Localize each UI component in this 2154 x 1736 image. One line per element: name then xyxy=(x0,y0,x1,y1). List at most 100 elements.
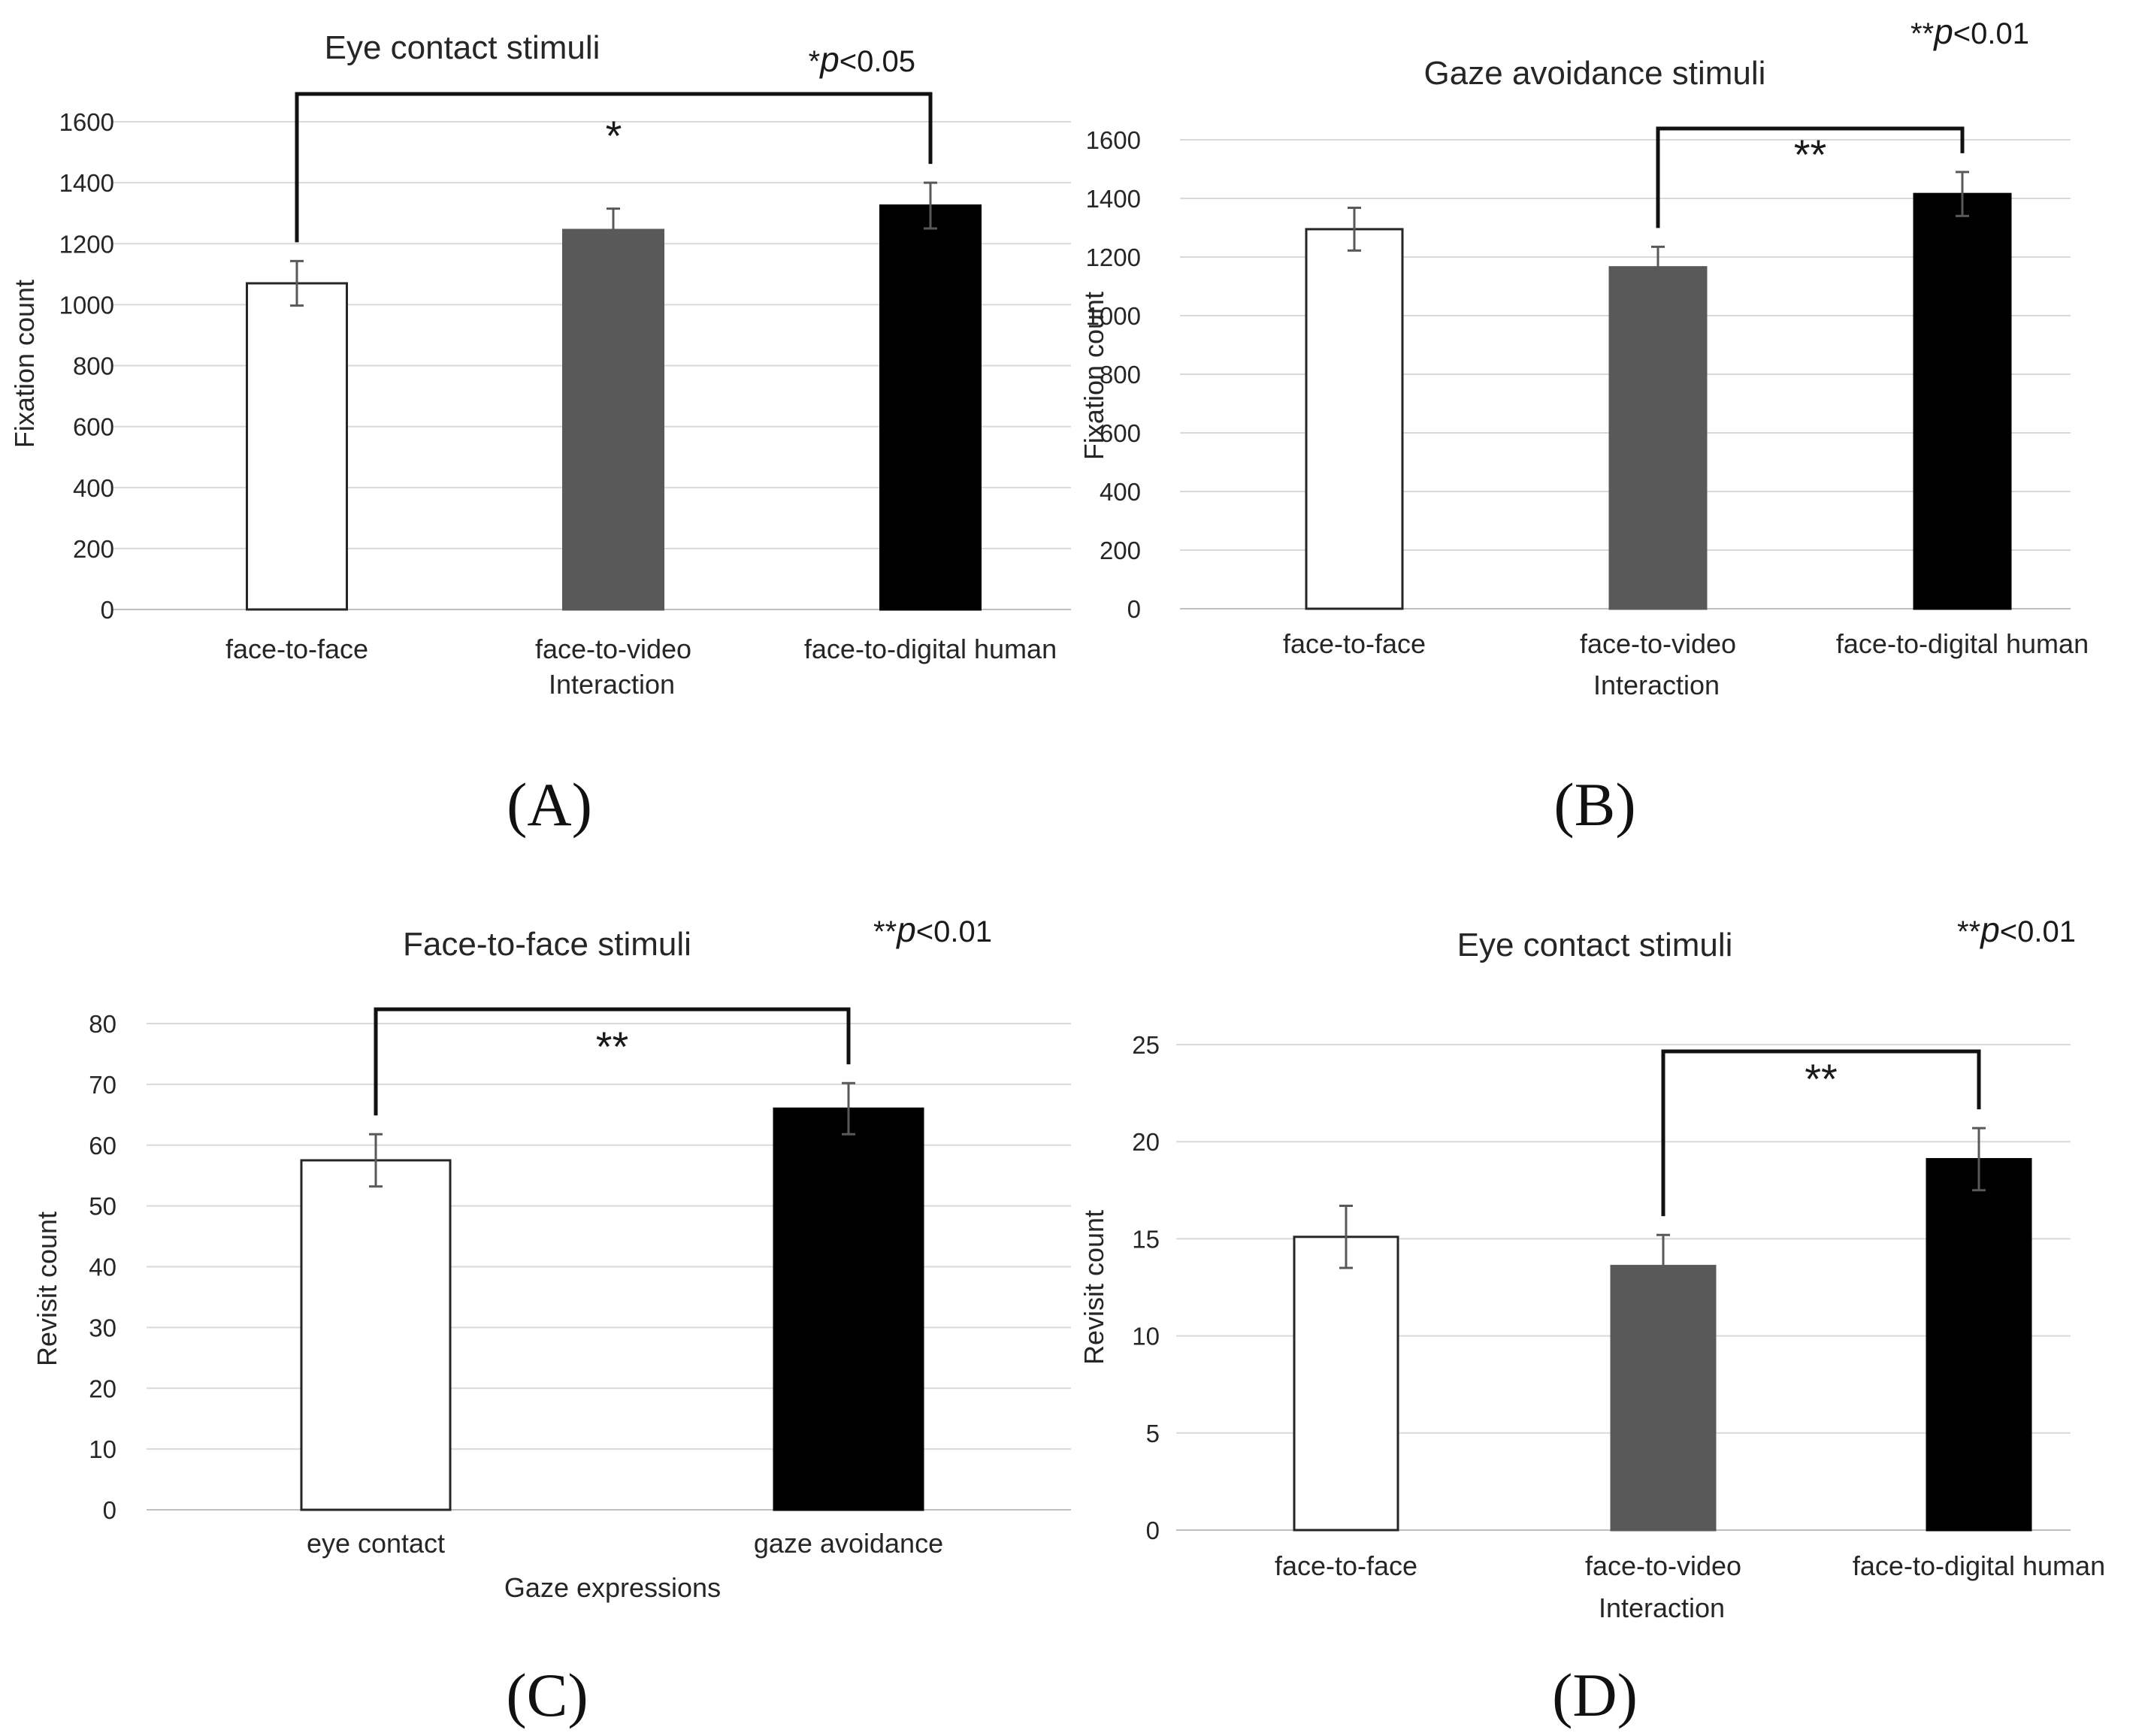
panel-label: (D) xyxy=(1552,1661,1638,1729)
y-tick-label: 10 xyxy=(1132,1323,1160,1350)
y-tick-label: 25 xyxy=(1132,1031,1160,1059)
y-tick-label: 50 xyxy=(89,1193,116,1220)
y-tick-label: 1000 xyxy=(59,291,114,319)
significance-bracket xyxy=(1656,126,1965,228)
y-tick-label: 1400 xyxy=(1086,185,1141,213)
bar xyxy=(1610,1265,1717,1532)
chart-panel: 0 200 400 600 800 1000 1200 1400 1600 face-to-fac… xyxy=(9,29,1071,839)
y-tick-label: 0 xyxy=(1146,1517,1160,1544)
x-category-label: face-to-digital human xyxy=(804,634,1057,664)
bar xyxy=(562,228,664,611)
chart-panel: 0 5 10 15 20 25 face-to-face face-to-video face-… xyxy=(1079,910,2105,1729)
chart-title: Face-to-face stimuli xyxy=(403,926,691,963)
y-tick-label: 15 xyxy=(1132,1225,1160,1253)
y-tick-label: 40 xyxy=(89,1254,116,1281)
x-category-label: face-to-face xyxy=(1283,628,1426,659)
p-symbol: p xyxy=(1979,910,2000,949)
x-category-label: face-to-video xyxy=(535,634,691,664)
chart-title: Eye contact stimuli xyxy=(1457,927,1733,963)
panel-label: (B) xyxy=(1553,770,1635,839)
y-tick-label: 600 xyxy=(1100,419,1141,447)
y-tick-label: 0 xyxy=(101,596,114,624)
significance-stars-label: ** xyxy=(1794,131,1827,178)
significance-stars: * xyxy=(809,45,821,78)
significance-stars-label: ** xyxy=(1805,1055,1838,1102)
significance-note: **p<0.01 xyxy=(873,910,992,949)
significance-bracket xyxy=(374,1007,851,1116)
x-category-label: face-to-video xyxy=(1585,1550,1741,1581)
y-tick-label: 80 xyxy=(89,1010,116,1038)
y-tick-label: 800 xyxy=(1100,361,1141,389)
significance-stars: ** xyxy=(1910,17,1934,50)
y-tick-label: 1200 xyxy=(1086,243,1141,271)
panel-label: (C) xyxy=(506,1661,588,1729)
x-axis-title: Gaze expressions xyxy=(504,1572,721,1603)
bar xyxy=(1926,1157,2032,1532)
significance-note: **p<0.01 xyxy=(1910,12,2029,51)
significance-note: **p<0.01 xyxy=(1957,910,2076,949)
significance-stars: ** xyxy=(873,915,897,948)
chart-panel: 0 200 400 600 800 1000 1200 1400 1600 face-to-fac… xyxy=(1079,12,2089,839)
y-axis-title: Fixation count xyxy=(9,280,40,448)
y-tick-label: 5 xyxy=(1146,1420,1160,1447)
x-category-label: gaze avoidance xyxy=(754,1528,943,1559)
y-axis-title: Fixation count xyxy=(1079,292,1109,460)
x-category-label: face-to-video xyxy=(1580,628,1736,659)
y-tick-label: 400 xyxy=(1100,478,1141,506)
x-axis-title: Interaction xyxy=(549,669,675,700)
y-axis-title: Revisit count xyxy=(32,1211,62,1366)
bar xyxy=(773,1107,924,1511)
panel-label: (A) xyxy=(507,770,592,839)
significance-stars-label: * xyxy=(606,112,622,159)
bar xyxy=(300,1159,452,1511)
x-axis-title: Interaction xyxy=(1599,1592,1725,1623)
p-symbol: p xyxy=(1932,12,1953,51)
significance-bracket xyxy=(295,92,933,243)
x-category-label: face-to-digital human xyxy=(1836,628,2089,659)
y-tick-label: 0 xyxy=(1127,595,1141,623)
x-category-label: face-to-face xyxy=(1275,1550,1417,1581)
bar xyxy=(1293,1235,1399,1532)
y-tick-label: 200 xyxy=(1100,537,1141,564)
p-threshold: <0.01 xyxy=(2000,915,2076,948)
p-threshold: <0.05 xyxy=(840,45,915,78)
y-axis-title: Revisit count xyxy=(1079,1210,1109,1365)
y-tick-label: 60 xyxy=(89,1132,116,1160)
bar xyxy=(1913,192,2012,610)
x-category-label: face-to-digital human xyxy=(1853,1550,2105,1581)
significance-note: *p<0.05 xyxy=(809,40,915,79)
y-tick-label: 400 xyxy=(73,474,114,502)
y-tick-label: 10 xyxy=(89,1435,116,1463)
y-tick-label: 1000 xyxy=(1086,302,1141,330)
y-tick-label: 30 xyxy=(89,1314,116,1341)
y-tick-label: 600 xyxy=(73,413,114,441)
bar xyxy=(246,282,348,611)
y-tick-label: 70 xyxy=(89,1071,116,1099)
y-tick-label: 800 xyxy=(73,352,114,380)
y-tick-label: 200 xyxy=(73,535,114,563)
bar xyxy=(1608,266,1708,610)
x-axis-title: Interaction xyxy=(1593,670,1720,700)
chart-title: Gaze avoidance stimuli xyxy=(1424,55,1766,92)
bar xyxy=(1305,228,1404,610)
chart-panel: 0 10 20 30 40 50 60 70 80 eye contact gaze avoidan… xyxy=(32,910,1071,1729)
y-tick-label: 1200 xyxy=(59,230,114,258)
significance-stars: ** xyxy=(1957,915,1980,948)
y-tick-label: 20 xyxy=(1132,1128,1160,1156)
bar xyxy=(879,204,982,611)
y-tick-label: 1600 xyxy=(1086,126,1141,154)
y-tick-label: 1600 xyxy=(59,108,114,136)
y-tick-label: 0 xyxy=(103,1496,116,1524)
significance-stars-label: ** xyxy=(596,1023,629,1070)
y-tick-label: 20 xyxy=(89,1375,116,1402)
chart-title: Eye contact stimuli xyxy=(325,29,601,66)
p-symbol: p xyxy=(895,910,916,949)
x-category-label: face-to-face xyxy=(225,634,368,664)
y-tick-label: 1400 xyxy=(59,169,114,197)
p-symbol: p xyxy=(818,40,840,79)
p-threshold: <0.01 xyxy=(916,915,992,948)
x-category-label: eye contact xyxy=(307,1528,445,1559)
p-threshold: <0.01 xyxy=(1953,17,2029,50)
significance-bracket xyxy=(1661,1049,1981,1217)
